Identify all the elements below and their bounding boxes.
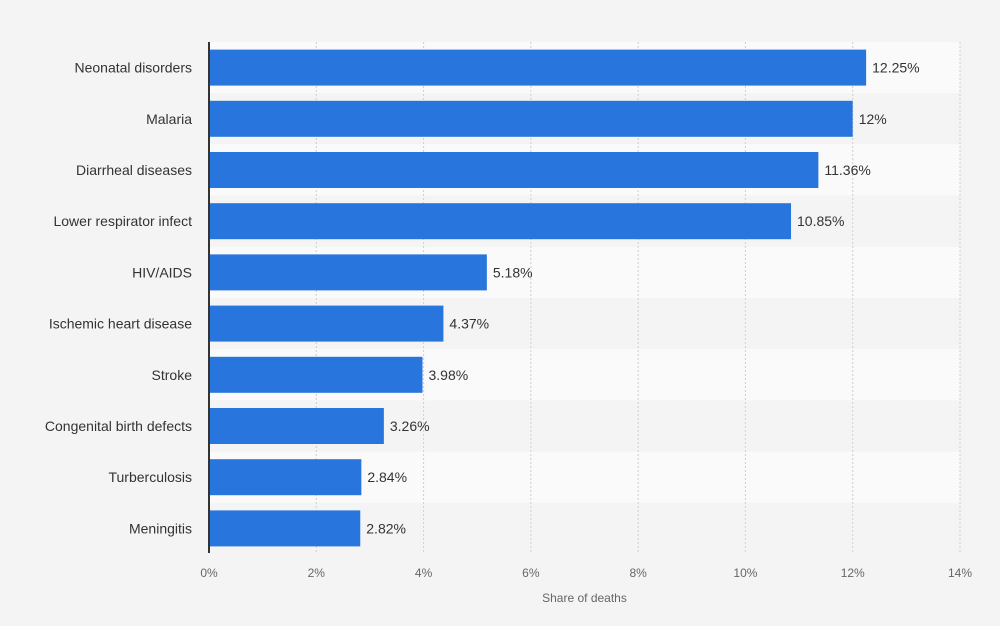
- x-tick-label: 2%: [308, 566, 326, 580]
- bar: [209, 408, 384, 444]
- category-labels: Neonatal disorders Malaria Diarrheal disea…: [45, 60, 192, 537]
- value-label: 10.85%: [797, 213, 844, 229]
- category-label: Turberculosis: [108, 469, 192, 485]
- x-tick-label: 12%: [841, 566, 865, 580]
- category-label: Ischemic heart disease: [49, 316, 192, 332]
- x-tick-label: 4%: [415, 566, 433, 580]
- value-label: 12.25%: [872, 60, 919, 76]
- category-label: Diarrheal diseases: [76, 162, 192, 178]
- category-label: Malaria: [146, 111, 192, 127]
- value-label: 4.37%: [449, 316, 489, 332]
- bar: [209, 305, 444, 342]
- value-label: 12%: [859, 111, 887, 127]
- value-label: 2.82%: [366, 520, 406, 536]
- value-label: 5.18%: [493, 264, 533, 280]
- bar: [209, 510, 361, 547]
- category-label: Stroke: [152, 367, 193, 383]
- value-label: 11.36%: [824, 162, 870, 178]
- bar: [209, 254, 487, 291]
- x-tick-label: 6%: [522, 566, 540, 580]
- category-label: Congenital birth defects: [45, 418, 192, 434]
- bar: [209, 49, 867, 86]
- bars: [209, 49, 867, 547]
- category-label: HIV/AIDS: [132, 264, 192, 280]
- value-label: 3.26%: [390, 418, 430, 434]
- category-label: Lower respirator infect: [53, 213, 192, 229]
- x-tick-label: 0%: [200, 566, 218, 580]
- x-tick-label: 10%: [733, 566, 757, 580]
- bar: [209, 459, 362, 496]
- bar: [209, 100, 853, 137]
- value-label: 3.98%: [428, 367, 468, 383]
- x-tick-labels: 0% 2% 4% 6% 8% 10% 12% 14%: [200, 566, 972, 580]
- bar: [209, 203, 792, 240]
- bar: [209, 152, 819, 188]
- category-label: Meningitis: [129, 520, 192, 536]
- value-label: 2.84%: [367, 469, 407, 485]
- x-tick-label: 14%: [948, 566, 972, 580]
- x-axis-title: Share of deaths: [542, 591, 627, 605]
- value-labels: 12.25% 12% 11.36% 10.85% 5.18% 4.37% 3.98% 3.26…: [366, 60, 919, 537]
- category-label: Neonatal disorders: [74, 60, 192, 76]
- x-tick-label: 8%: [629, 566, 647, 580]
- bar: [209, 356, 423, 393]
